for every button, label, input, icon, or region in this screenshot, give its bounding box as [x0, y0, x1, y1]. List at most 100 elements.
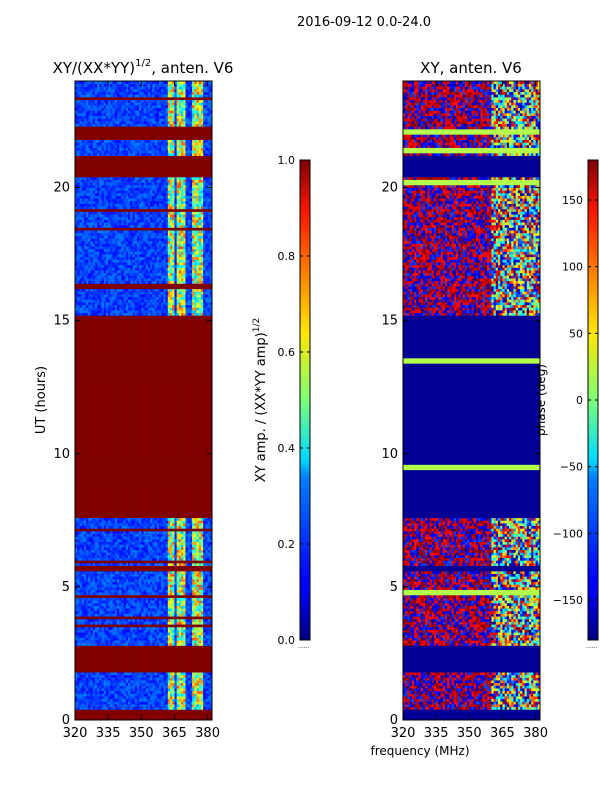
heatmap-cell — [130, 677, 133, 681]
heatmap-cell — [141, 514, 144, 519]
heatmap-cell — [176, 696, 180, 700]
heatmap-cell — [83, 512, 87, 516]
heatmap-cell — [130, 589, 133, 593]
heatmap-cell — [79, 514, 83, 519]
heatmap-cell — [167, 541, 171, 545]
heatmap-cell — [103, 626, 107, 630]
heatmap-cell — [143, 672, 147, 676]
heatmap-cell — [172, 698, 175, 702]
heatmap-cell — [94, 565, 98, 569]
heatmap-cell — [187, 664, 191, 668]
heatmap-cell — [108, 693, 111, 697]
heatmap-cell — [194, 656, 197, 660]
heatmap-cell — [203, 613, 206, 617]
heatmap-cell — [145, 600, 149, 604]
heatmap-cell — [141, 509, 144, 513]
heatmap-cell — [116, 552, 120, 556]
heatmap-cell — [114, 541, 118, 545]
heatmap-cell — [130, 714, 133, 718]
heatmap-cell — [141, 504, 144, 508]
heatmap-cell — [165, 530, 169, 535]
heatmap-cell — [114, 626, 118, 630]
heatmap-cell — [194, 520, 197, 524]
heatmap-cell — [152, 621, 155, 625]
heatmap-cell — [134, 658, 138, 662]
heatmap-cell — [158, 602, 162, 606]
heatmap-cell — [125, 685, 129, 689]
heatmap-cell — [167, 565, 171, 569]
heatmap-cell — [161, 554, 164, 558]
heatmap-cell — [128, 669, 131, 673]
heatmap-cell — [200, 664, 204, 668]
heatmap-cell — [108, 517, 111, 521]
heatmap-cell — [119, 589, 122, 593]
heatmap-cell — [86, 562, 89, 566]
heatmap-cell — [181, 517, 184, 521]
heatmap-cell — [163, 690, 166, 694]
heatmap-cell — [101, 629, 105, 633]
heatmap-cell — [172, 704, 175, 708]
heatmap-cell — [83, 680, 87, 684]
heatmap-cell — [154, 570, 158, 574]
heatmap-cell — [103, 717, 107, 720]
heatmap-cell — [101, 597, 105, 601]
heatmap-cell — [143, 658, 147, 662]
heatmap-cell — [185, 522, 189, 527]
heatmap-cell — [207, 680, 211, 684]
heatmap-cell — [156, 645, 160, 649]
heatmap-cell — [99, 546, 102, 550]
heatmap-cell — [203, 568, 206, 572]
heatmap-cell — [105, 672, 109, 676]
heatmap-cell — [97, 696, 100, 700]
heatmap-cell — [150, 666, 153, 670]
heatmap-cell — [114, 685, 118, 689]
heatmap-cell — [205, 640, 208, 644]
heatmap-cell — [203, 600, 206, 604]
heatmap-cell — [141, 517, 144, 521]
heatmap-cell — [200, 688, 204, 692]
heatmap-cell — [88, 560, 91, 564]
heatmap-cell — [167, 576, 171, 580]
heatmap-cell — [185, 530, 189, 535]
heatmap-cell — [196, 640, 200, 644]
heatmap-cell — [187, 632, 191, 636]
heatmap-cell — [189, 626, 193, 630]
heatmap-cell — [205, 621, 208, 625]
heatmap-cell — [185, 693, 189, 697]
heatmap-cell — [116, 629, 120, 633]
heatmap-cell — [134, 528, 138, 532]
heatmap-cell — [75, 541, 78, 545]
heatmap-cell — [105, 629, 109, 633]
heatmap-cell — [181, 632, 184, 636]
heatmap-cell — [174, 602, 178, 606]
heatmap-cell — [185, 645, 189, 649]
heatmap-cell — [110, 688, 113, 692]
heatmap-cell — [172, 541, 175, 545]
heatmap-cell — [97, 557, 100, 561]
heatmap-cell — [141, 610, 144, 614]
heatmap-cell — [172, 512, 175, 516]
heatmap-cell — [147, 682, 151, 686]
heatmap-cell — [176, 528, 180, 532]
heatmap-cell — [167, 586, 171, 590]
heatmap-cell — [114, 562, 118, 566]
heatmap-cell — [198, 546, 202, 550]
heatmap-cell — [198, 530, 202, 535]
heatmap-cell — [136, 554, 140, 558]
heatmap-cell — [105, 554, 109, 558]
heatmap-cell — [183, 568, 186, 572]
heatmap-cell — [88, 645, 91, 649]
heatmap-cell — [187, 581, 191, 585]
heatmap-cell — [114, 674, 118, 678]
heatmap-cell — [136, 680, 140, 684]
heatmap-cell — [152, 674, 155, 678]
heatmap-cell — [90, 597, 94, 601]
heatmap-cell — [174, 682, 178, 686]
heatmap-cell — [94, 584, 98, 588]
heatmap-cell — [90, 698, 94, 702]
heatmap-cell — [209, 621, 212, 625]
heatmap-cell — [200, 656, 204, 660]
heatmap-cell — [81, 693, 85, 697]
heatmap-cell — [150, 544, 153, 548]
heatmap-cell — [161, 509, 164, 513]
